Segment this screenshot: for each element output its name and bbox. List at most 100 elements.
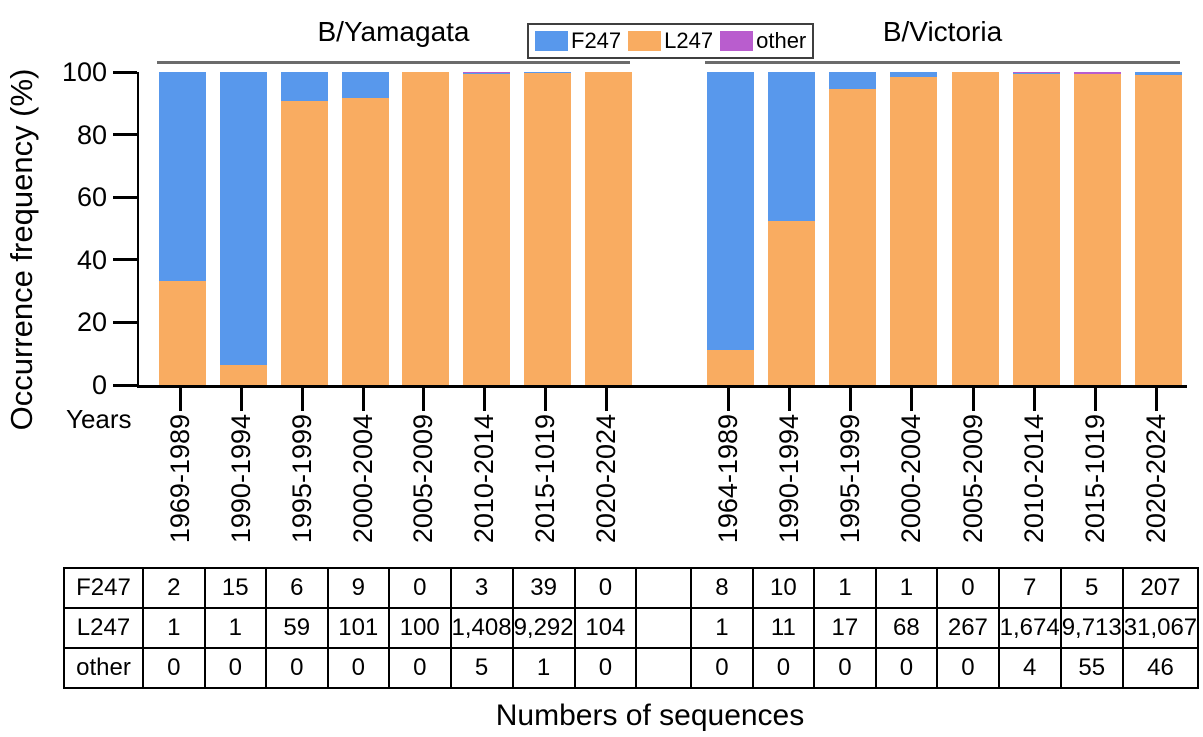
x-tick-mark <box>971 388 975 411</box>
table-cell: 207 <box>1121 567 1200 609</box>
table-cell: 5 <box>1059 567 1124 609</box>
x-tick-label: 2005-2009 <box>408 414 439 544</box>
table-cell: 39 <box>511 567 576 609</box>
legend-label: L247 <box>664 28 714 53</box>
table-cell: 4 <box>997 647 1062 689</box>
table-cell: 0 <box>573 647 638 689</box>
table-cell: 9,713 <box>1059 607 1124 649</box>
x-tick-label: 1990-1994 <box>774 414 805 544</box>
bar-segment-L247 <box>768 221 816 385</box>
table-cell: 1,674 <box>997 607 1062 649</box>
bar-segment-F247 <box>159 72 206 281</box>
bar-segment-F247 <box>341 72 389 98</box>
bar-1969-1989 <box>159 72 206 385</box>
bar-segment-F247 <box>890 72 938 77</box>
bar-segment-F247 <box>219 72 267 366</box>
legend: F247 L247 other <box>527 23 815 59</box>
table-cell: 1 <box>690 607 754 649</box>
y-tick-mark <box>113 320 137 324</box>
yamagata-x-labels: 1969-1989 1990-1994 1995-1999 2000-2004 2005… <box>157 388 630 543</box>
table-cell: 0 <box>936 647 1000 689</box>
table-cell: 8 <box>690 567 754 609</box>
x-tick-mark <box>1154 388 1158 411</box>
table-spacer-cell <box>635 607 693 649</box>
table-cell: 68 <box>874 607 939 649</box>
y-tick-mark <box>113 383 137 387</box>
bar-segment-F247 <box>1134 72 1182 75</box>
bar-2000-2004 <box>890 72 938 385</box>
x-tick-mark <box>788 388 792 411</box>
table-cell: 2 <box>142 567 206 609</box>
x-tick-mark <box>727 388 730 411</box>
x-tick-mark <box>300 388 304 411</box>
table-row: F247 2 15 6 9 0 3 39 0 8 10 1 1 0 7 5 207 <box>63 567 1200 609</box>
bar-2010-2014 <box>1012 72 1060 385</box>
table-cell: 0 <box>813 647 877 689</box>
x-tick-label: 2015-1019 <box>530 414 561 544</box>
bar-2005-2009 <box>951 72 999 385</box>
bar-segment-other <box>1012 72 1060 73</box>
table-cell: 10 <box>751 567 816 609</box>
x-tick-label: 1969-1989 <box>165 414 195 544</box>
x-tick-mark <box>604 388 608 411</box>
table-cell: 0 <box>936 567 1000 609</box>
table-row: L247 1 1 59 101 100 1,408 9,292 104 1 11 17 68 267 1,6… <box>63 607 1200 649</box>
table-cell: 0 <box>751 647 816 689</box>
bar-2015-1019 <box>1073 72 1121 385</box>
legend-item-other: other <box>720 28 806 54</box>
table-cell: 17 <box>813 607 877 649</box>
bar-2020-2024 <box>1134 72 1182 385</box>
bar-2000-2004 <box>341 72 389 385</box>
y-axis-title: Occurrence frequency (%) <box>4 68 39 431</box>
table-cell: 46 <box>1121 647 1200 689</box>
x-tick-label: 2000-2004 <box>896 414 927 544</box>
x-tick-mark <box>483 388 487 411</box>
bar-segment-L247 <box>584 72 632 385</box>
table-caption: Numbers of sequences <box>495 699 805 732</box>
x-tick-label: 1995-1999 <box>286 414 317 544</box>
victoria-x-labels: 1964-1989 1990-1994 1995-1999 2000-2004 2005… <box>705 388 1180 543</box>
yamagata-bracket-line <box>157 61 630 64</box>
bar-segment-L247 <box>1012 74 1060 385</box>
bar-segment-F247 <box>768 72 816 222</box>
bar-segment-F247 <box>463 73 511 74</box>
bar-segment-L247 <box>219 365 267 385</box>
table-row: other 0 0 0 0 0 5 1 0 0 0 0 0 0 4 55 46 <box>63 647 1200 689</box>
x-tick-label: 1990-1994 <box>225 414 256 544</box>
table-cell: 55 <box>1059 647 1124 689</box>
table-cell: 101 <box>326 607 390 649</box>
table-cell: 31,067 <box>1121 607 1200 649</box>
yamagata-bar-group <box>159 72 632 385</box>
bar-2015-1019 <box>524 72 572 385</box>
x-tick-label: 2000-2004 <box>347 414 378 544</box>
x-tick-label: 2010-2014 <box>1018 414 1049 544</box>
table-cell: 0 <box>690 647 754 689</box>
bar-segment-L247 <box>1134 74 1182 385</box>
y-tick-label: 20 <box>76 307 107 338</box>
legend-label: other <box>756 28 807 53</box>
y-tick-mark <box>113 133 137 137</box>
sequence-counts-table: F247 2 15 6 9 0 3 39 0 8 10 1 1 0 7 5 207 L247 1 1 59 101 100 1… <box>63 567 1200 689</box>
bar-segment-L247 <box>402 72 450 385</box>
x-axis-label: Years <box>66 404 132 434</box>
bar-segment-F247 <box>524 72 572 74</box>
table-cell: 0 <box>388 567 452 609</box>
bar-1995-1999 <box>280 72 328 385</box>
legend-swatch-other <box>720 31 754 51</box>
bar-segment-other <box>1073 72 1121 74</box>
x-tick-label: 1995-1999 <box>835 414 866 544</box>
table-cell: 5 <box>449 647 514 689</box>
bar-segment-L247 <box>159 280 206 385</box>
y-tick-label: 60 <box>76 182 107 213</box>
x-tick-mark <box>1032 388 1036 411</box>
x-tick-label: 2015-1019 <box>1079 414 1110 544</box>
table-cell: 9,292 <box>511 607 576 649</box>
table-cell: 6 <box>265 567 329 609</box>
table-spacer-cell <box>635 567 693 609</box>
bar-1990-1994 <box>219 72 267 385</box>
x-tick-label: 2020-2024 <box>590 414 621 544</box>
group-title-yamagata: B/Yamagata <box>317 16 470 47</box>
bar-segment-other <box>463 72 511 74</box>
y-tick-mark <box>113 70 137 74</box>
